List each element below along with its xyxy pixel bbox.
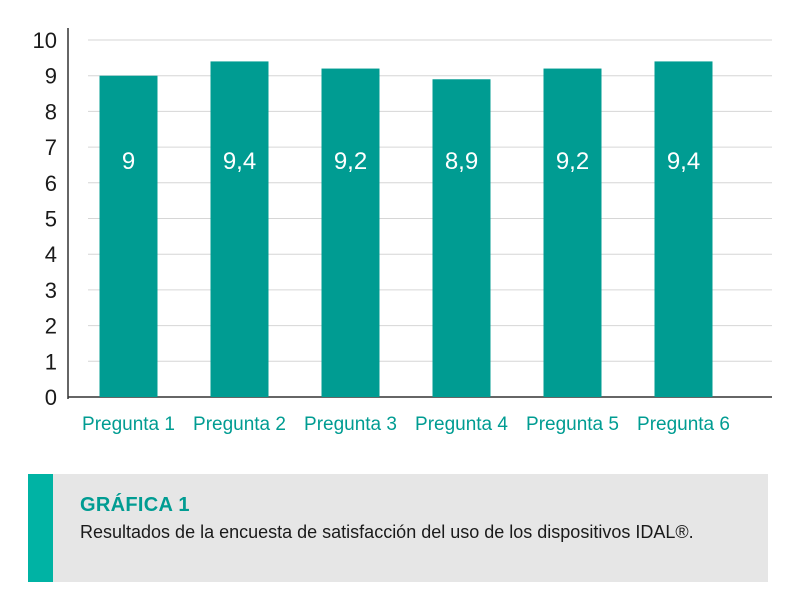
y-tick-label: 4 xyxy=(45,242,57,267)
y-tick-label: 8 xyxy=(45,99,57,124)
value-label: 9,2 xyxy=(334,148,367,175)
category-label: Pregunta 5 xyxy=(526,414,619,435)
y-tick-label: 3 xyxy=(45,278,57,303)
category-labels: Pregunta 1 Pregunta 2 Pregunta 3 Pregunta 4… xyxy=(82,414,730,435)
y-tick-label: 7 xyxy=(45,135,57,160)
value-label: 9,4 xyxy=(223,148,256,175)
value-label: 9,4 xyxy=(667,148,700,175)
value-label: 8,9 xyxy=(445,148,478,175)
bar xyxy=(321,68,380,397)
category-label: Pregunta 1 xyxy=(82,414,175,435)
y-tick-label: 0 xyxy=(45,385,57,410)
y-tick-label: 10 xyxy=(33,28,57,53)
value-labels: 9 9,4 9,2 8,9 9,2 9,4 xyxy=(122,148,700,175)
category-label: Pregunta 4 xyxy=(415,414,508,435)
category-label: Pregunta 3 xyxy=(304,414,397,435)
value-label: 9,2 xyxy=(556,148,589,175)
caption-title: GRÁFICA 1 xyxy=(80,494,190,516)
bar-chart: 0 1 2 3 4 5 6 7 8 9 10 9 9,4 9,2 8,9 9,2 9,4 Pregunta 1… xyxy=(33,28,772,435)
caption-text: Resultados de la encuesta de satisfacció… xyxy=(80,522,694,542)
bar xyxy=(654,61,713,398)
y-tick-label: 5 xyxy=(45,207,57,232)
grid-lines xyxy=(88,39,772,362)
category-label: Pregunta 6 xyxy=(637,414,730,435)
bar xyxy=(432,79,491,398)
category-label: Pregunta 2 xyxy=(193,414,286,435)
y-tick-label: 2 xyxy=(45,314,57,339)
bar xyxy=(543,68,602,397)
value-label: 9 xyxy=(122,148,135,175)
caption-accent-bar xyxy=(28,474,53,582)
y-tick-label: 9 xyxy=(45,64,57,89)
y-tick-label: 1 xyxy=(45,349,57,374)
y-tick-label: 6 xyxy=(45,171,57,196)
caption-box: GRÁFICA 1 Resultados de la encuesta de s… xyxy=(28,474,768,582)
y-tick-labels: 0 1 2 3 4 5 6 7 8 9 10 xyxy=(33,28,57,410)
bar xyxy=(210,61,269,398)
bars xyxy=(99,61,713,398)
bar xyxy=(99,75,158,397)
